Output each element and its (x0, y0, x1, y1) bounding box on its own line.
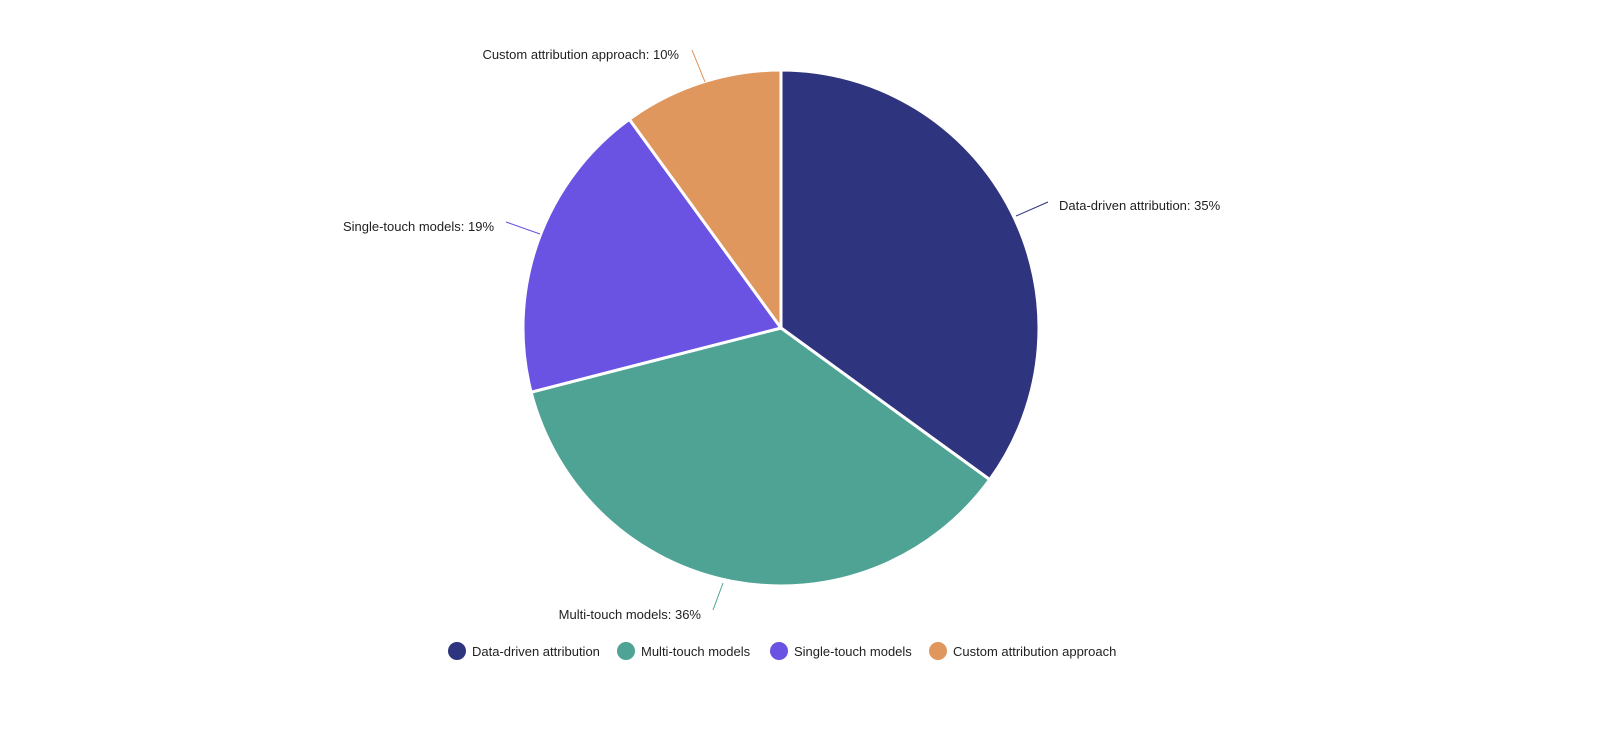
slice-label-single-touch-models: Single-touch models: 19% (343, 219, 494, 234)
legend-label-custom-attribution-approach: Custom attribution approach (953, 644, 1116, 659)
legend-swatch-multi-touch-models (617, 642, 635, 660)
legend-swatch-data-driven-attribution (448, 642, 466, 660)
legend-item-custom-attribution-approach[interactable]: Custom attribution approach (929, 642, 1116, 660)
leader-line-multi-touch-models (712, 582, 724, 611)
legend-item-single-touch-models[interactable]: Single-touch models (770, 642, 912, 660)
legend-item-multi-touch-models[interactable]: Multi-touch models (617, 642, 751, 660)
legend-label-single-touch-models: Single-touch models (794, 644, 912, 659)
legend: Data-driven attribution Multi-touch model… (448, 642, 1116, 660)
leader-line-data-driven-attribution (1015, 201, 1049, 217)
slice-labels: Data-driven attribution: 35% Multi-touch … (343, 47, 1221, 622)
legend-item-data-driven-attribution[interactable]: Data-driven attribution (448, 642, 600, 660)
pie-slices (521, 68, 1041, 588)
leader-line-custom-attribution-approach (691, 49, 706, 83)
pie-slice-data-driven-attribution[interactable] (779, 68, 1041, 482)
slice-label-data-driven-attribution: Data-driven attribution: 35% (1059, 198, 1221, 213)
legend-label-multi-touch-models: Multi-touch models (641, 644, 751, 659)
slice-label-custom-attribution-approach: Custom attribution approach: 10% (482, 47, 679, 62)
leader-line-single-touch-models (505, 221, 541, 235)
pie-slice-custom-attribution-approach[interactable] (627, 68, 783, 330)
label-leader-lines (505, 49, 1049, 611)
pie-slice-multi-touch-models[interactable] (529, 326, 992, 588)
legend-swatch-custom-attribution-approach (929, 642, 947, 660)
legend-swatch-single-touch-models (770, 642, 788, 660)
slice-label-multi-touch-models: Multi-touch models: 36% (559, 607, 702, 622)
pie-slice-single-touch-models[interactable] (521, 117, 783, 394)
legend-label-data-driven-attribution: Data-driven attribution (472, 644, 600, 659)
